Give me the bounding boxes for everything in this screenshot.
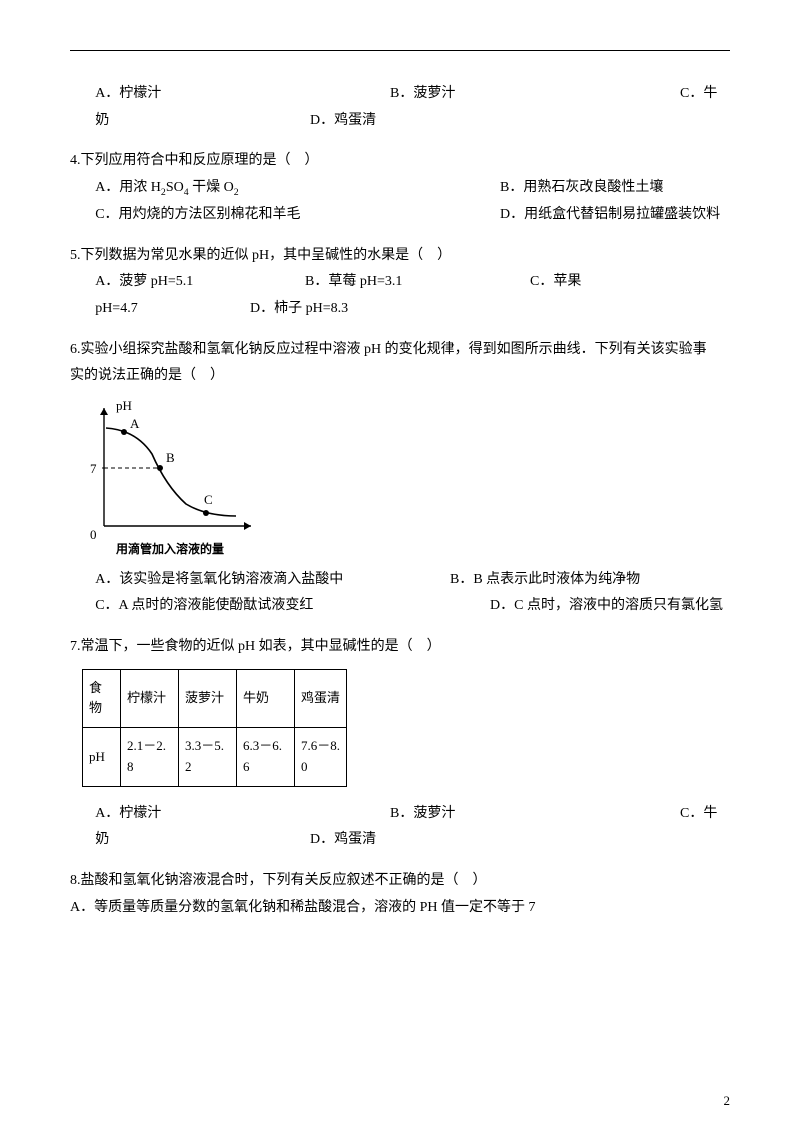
q5-stem: 5.下列数据为常见水果的近似 pH，其中呈碱性的水果是（ ） (70, 243, 730, 270)
q6-opt-d: D．C 点时，溶液中的溶质只有氯化氢 (490, 593, 723, 620)
svg-text:B: B (166, 450, 175, 465)
q4-opt-a: A．用浓 H2SO4 干燥 O2 (70, 175, 500, 202)
q5-opt-c-cont: pH=4.7 (70, 296, 250, 323)
question-6: 6.实验小组探究盐酸和氢氧化钠反应过程中溶液 pH 的变化规律，得到如图所示曲线… (70, 337, 730, 620)
q6-opt-a: A．该实验是将氢氧化钠溶液滴入盐酸中 (70, 567, 450, 594)
header-rule (70, 50, 730, 51)
q8-stem: 8.盐酸和氢氧化钠溶液混合时，下列有关反应叙述不正确的是（ ） (70, 868, 730, 895)
th-food: 食物 (83, 669, 121, 728)
q7-opt-d: D．鸡蛋清 (310, 827, 376, 854)
food-ph-table: 食物 柠檬汁 菠萝汁 牛奶 鸡蛋清 pH 2.1－2.8 3.3－5.2 6.3… (82, 669, 347, 787)
question-5: 5.下列数据为常见水果的近似 pH，其中呈碱性的水果是（ ） A．菠萝 pH=5… (70, 243, 730, 323)
ph-curve-chart: pH A B C 7 0 用滴管加入溶液的量 (76, 396, 266, 561)
question-7: 7.常温下，一些食物的近似 pH 如表，其中显碱性的是（ ） 食物 柠檬汁 菠萝… (70, 634, 730, 854)
th-milk: 牛奶 (237, 669, 295, 728)
q6-opt-b: B．B 点表示此时液体为纯净物 (450, 567, 640, 594)
svg-text:A: A (130, 416, 140, 431)
svg-text:0: 0 (90, 527, 97, 542)
opt-c: C．牛 (680, 81, 717, 108)
table-row: pH 2.1－2.8 3.3－5.2 6.3－6.6 7.6－8.0 (83, 728, 347, 787)
q7-opt-a: A．柠檬汁 (70, 801, 390, 828)
page-number: 2 (724, 1089, 731, 1114)
td-ph: pH (83, 728, 121, 787)
q3-options: A．柠檬汁 B．菠萝汁 C．牛 奶 D．鸡蛋清 (70, 81, 730, 134)
q4-stem: 4.下列应用符合中和反应原理的是（ ） (70, 148, 730, 175)
q8-opt-a: A．等质量等质量分数的氢氧化钠和稀盐酸混合，溶液的 PH 值一定不等于 7 (70, 895, 730, 922)
q6-opt-c: C．A 点时的溶液能使酚酞试液变红 (70, 593, 490, 620)
q4-opt-b: B．用熟石灰改良酸性土壤 (500, 175, 663, 202)
question-8: 8.盐酸和氢氧化钠溶液混合时，下列有关反应叙述不正确的是（ ） A．等质量等质量… (70, 868, 730, 921)
q7-opt-b: B．菠萝汁 (390, 801, 680, 828)
q7-stem: 7.常温下，一些食物的近似 pH 如表，其中显碱性的是（ ） (70, 634, 730, 661)
question-4: 4.下列应用符合中和反应原理的是（ ） A．用浓 H2SO4 干燥 O2 B．用… (70, 148, 730, 229)
td-pineapple: 3.3－5.2 (179, 728, 237, 787)
svg-text:C: C (204, 492, 213, 507)
td-egg: 7.6－8.0 (295, 728, 347, 787)
th-lemon: 柠檬汁 (121, 669, 179, 728)
q4-opt-d: D．用纸盒代替铝制易拉罐盛装饮料 (500, 202, 720, 229)
svg-text:pH: pH (116, 398, 132, 413)
q4-opt-c: C．用灼烧的方法区别棉花和羊毛 (70, 202, 500, 229)
td-lemon: 2.1－2.8 (121, 728, 179, 787)
th-egg: 鸡蛋清 (295, 669, 347, 728)
table-row: 食物 柠檬汁 菠萝汁 牛奶 鸡蛋清 (83, 669, 347, 728)
td-milk: 6.3－6.6 (237, 728, 295, 787)
q5-opt-c: C．苹果 (530, 269, 581, 296)
svg-text:7: 7 (90, 461, 97, 476)
q5-opt-a: A．菠萝 pH=5.1 (70, 269, 305, 296)
opt-b: B．菠萝汁 (390, 81, 680, 108)
q7-opt-c: C．牛 (680, 801, 717, 828)
q5-opt-d: D．柿子 pH=8.3 (250, 296, 348, 323)
opt-a: A．柠檬汁 (70, 81, 390, 108)
opt-d: D．鸡蛋清 (310, 108, 376, 135)
chart-x-label: 用滴管加入溶液的量 (116, 538, 224, 561)
q5-opt-b: B．草莓 pH=3.1 (305, 269, 530, 296)
q7-opt-c-cont: 奶 (70, 827, 310, 854)
th-pineapple: 菠萝汁 (179, 669, 237, 728)
q6-stem-2: 实的说法正确的是（ ） (70, 363, 730, 390)
q6-stem-1: 6.实验小组探究盐酸和氢氧化钠反应过程中溶液 pH 的变化规律，得到如图所示曲线… (70, 337, 730, 364)
opt-c-cont: 奶 (70, 108, 310, 135)
